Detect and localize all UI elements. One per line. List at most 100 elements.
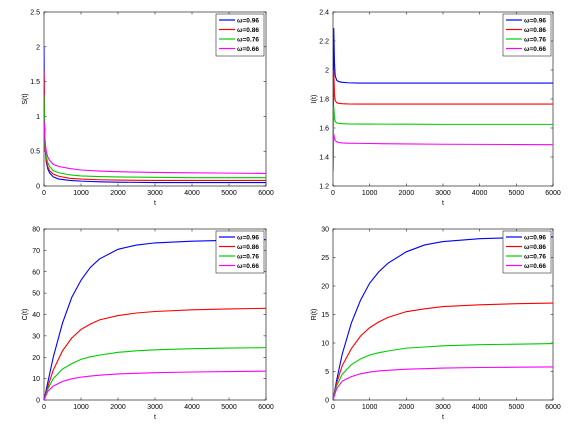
x-tick-label: 3000 (435, 190, 451, 197)
x-axis-label: t (154, 200, 156, 207)
x-tick-label: 1000 (73, 404, 89, 411)
y-tick-label: 60 (32, 269, 40, 276)
x-axis-label: t (442, 200, 444, 207)
y-tick-label: 0 (325, 398, 329, 405)
x-tick-label: 1000 (362, 190, 378, 197)
legend: ω=0.96 ω=0.86 ω=0.76 ω=0.66 (502, 13, 552, 57)
series-line-1 (44, 239, 266, 400)
legend-entry: ω=0.86 (237, 27, 259, 34)
series-line-4 (44, 370, 266, 400)
legend-entry: ω=0.96 (524, 18, 546, 25)
series-line-2 (44, 307, 266, 400)
x-tick-label: 6000 (258, 190, 274, 197)
x-tick-label: 5000 (509, 404, 525, 411)
legend-entry: ω=0.76 (524, 37, 546, 44)
x-tick-label: 2000 (110, 190, 126, 197)
y-tick-label: 5 (325, 369, 329, 376)
y-tick-label: 30 (321, 227, 329, 234)
x-axis-label: t (154, 414, 156, 421)
chart-panel-3: 0 1000 2000 3000 4000 5000 6000 0 10 20 30 40 50 60 70… (22, 227, 274, 422)
series-line-2 (44, 71, 266, 181)
y-tick-label: 40 (32, 312, 40, 319)
legend-entry: ω=0.86 (524, 27, 546, 34)
y-tick-label: 2.5 (30, 10, 40, 17)
legend-entry: ω=0.96 (524, 235, 546, 242)
x-tick-label: 4000 (184, 190, 200, 197)
x-tick-label: 4000 (184, 404, 200, 411)
y-axis-label: C(t) (22, 309, 29, 321)
y-tick-label: 30 (32, 333, 40, 340)
y-tick-label: 1.4 (319, 155, 329, 162)
x-tick-label: 5000 (509, 190, 525, 197)
x-tick-label: 5000 (221, 404, 237, 411)
x-tick-label: 1000 (362, 404, 378, 411)
legend: ω=0.96 ω=0.86 ω=0.76 ω=0.66 (215, 230, 265, 274)
series-line-1 (333, 236, 553, 400)
x-tick-label: 6000 (545, 190, 561, 197)
x-tick-label: 1000 (73, 190, 89, 197)
x-tick-label: 3000 (435, 404, 451, 411)
series-line-4 (333, 133, 553, 172)
y-tick-label: 70 (32, 248, 40, 255)
y-tick-label: 10 (32, 376, 40, 383)
series-line-2 (333, 302, 553, 400)
legend-entry: ω=0.66 (524, 263, 546, 270)
x-tick-label: 6000 (258, 404, 274, 411)
y-axis-label: S(t) (22, 93, 29, 104)
y-tick-label: 15 (321, 312, 329, 319)
y-axis-label: R(t) (311, 309, 318, 321)
x-tick-label: 0 (42, 190, 46, 197)
legend-entry: ω=0.66 (524, 46, 546, 53)
x-tick-label: 6000 (545, 404, 561, 411)
y-tick-label: 80 (32, 227, 40, 234)
x-tick-label: 0 (331, 404, 335, 411)
legend-entry: ω=0.86 (237, 244, 259, 251)
series-line-3 (333, 106, 553, 172)
legend-entry: ω=0.76 (524, 254, 546, 261)
legend-entry: ω=0.86 (524, 244, 546, 251)
x-tick-label: 0 (42, 404, 46, 411)
x-tick-label: 4000 (472, 404, 488, 411)
y-tick-label: 1.6 (319, 126, 329, 133)
y-tick-label: 1.8 (319, 97, 329, 104)
x-tick-label: 5000 (221, 190, 237, 197)
y-tick-label: 2.4 (319, 10, 329, 17)
y-tick-label: 1.2 (319, 184, 329, 191)
y-tick-label: 2.2 (319, 39, 329, 46)
y-tick-label: 0 (36, 184, 40, 191)
legend: ω=0.96 ω=0.86 ω=0.76 ω=0.66 (215, 13, 265, 57)
y-tick-label: 2 (36, 44, 40, 51)
y-tick-label: 1 (36, 114, 40, 121)
legend-entry: ω=0.96 (237, 18, 259, 25)
y-tick-label: 50 (32, 291, 40, 298)
legend-entry: ω=0.76 (237, 37, 259, 44)
x-axis-label: t (442, 414, 444, 421)
y-tick-label: 10 (321, 341, 329, 348)
series-line-4 (333, 366, 553, 400)
x-tick-label: 3000 (147, 404, 163, 411)
y-tick-label: 25 (321, 255, 329, 262)
x-tick-label: 2000 (399, 190, 415, 197)
y-tick-label: 20 (321, 284, 329, 291)
chart-panel-4: 0 1000 2000 3000 4000 5000 6000 0 5 10 15 20 25 30 t R(… (311, 227, 561, 422)
y-tick-label: 1.5 (30, 79, 40, 86)
y-tick-label: 2 (325, 68, 329, 75)
legend: ω=0.96 ω=0.86 ω=0.76 ω=0.66 (502, 230, 552, 274)
series-line-3 (44, 95, 266, 179)
series-line-3 (333, 343, 553, 400)
series-line-1 (44, 46, 266, 184)
series-line-2 (333, 69, 553, 172)
y-tick-label: 0 (36, 398, 40, 405)
x-tick-label: 3000 (147, 190, 163, 197)
x-tick-label: 4000 (472, 190, 488, 197)
legend-entry: ω=0.96 (237, 235, 259, 242)
y-axis-label: I(t) (311, 95, 318, 104)
x-tick-label: 2000 (110, 404, 126, 411)
series-line-4 (44, 119, 266, 175)
y-tick-label: 20 (32, 355, 40, 362)
x-tick-label: 0 (331, 190, 335, 197)
chart-panel-1: 0 1000 2000 3000 4000 5000 6000 0 0.5 1 1.5 2 2.5 t S(… (22, 10, 274, 208)
legend-entry: ω=0.66 (237, 46, 259, 53)
x-tick-label: 2000 (399, 404, 415, 411)
